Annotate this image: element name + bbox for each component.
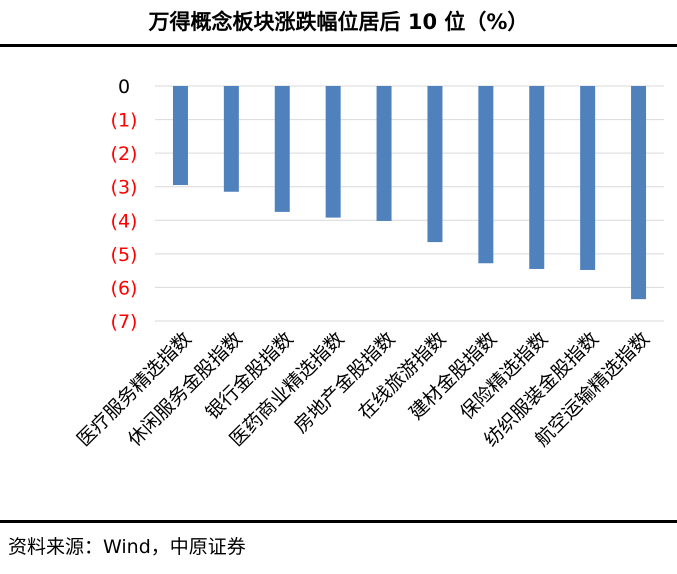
- y-tick-label: (7): [111, 311, 138, 333]
- bar: [580, 86, 596, 270]
- bar: [427, 86, 443, 243]
- bar: [529, 86, 545, 269]
- y-tick-label: (1): [111, 110, 138, 132]
- y-axis-ticks: 0 (1) (2) (3) (4) (5) (6) (7): [111, 76, 138, 333]
- y-tick-label: 0: [118, 76, 130, 98]
- bottom-rule: [0, 520, 677, 523]
- bar: [631, 86, 647, 300]
- bar: [172, 86, 188, 186]
- y-tick-label: (3): [111, 177, 138, 199]
- y-tick-label: (5): [111, 244, 138, 266]
- bar-chart: 0 (1) (2) (3) (4) (5) (6) (7) 医疗服务精选指数休闲服务金股指数银…: [73, 76, 664, 451]
- bar: [478, 86, 494, 264]
- bar: [376, 86, 392, 221]
- top-rule: [0, 44, 677, 47]
- bar: [274, 86, 290, 212]
- y-tick-label: (4): [111, 210, 138, 232]
- bar: [325, 86, 341, 218]
- chart-title: 万得概念板块涨跌幅位居后 10 位（%）: [148, 10, 529, 34]
- bars: [172, 86, 647, 300]
- bar: [223, 86, 239, 192]
- y-tick-label: (2): [111, 143, 138, 165]
- gridlines: [155, 85, 664, 322]
- x-axis-labels: 医疗服务精选指数休闲服务金股指数银行金股指数医药商业精选指数房地产金股指数在线旅…: [73, 328, 654, 451]
- y-tick-label: (6): [111, 277, 138, 299]
- source-note: 资料来源：Wind，中原证券: [8, 536, 246, 558]
